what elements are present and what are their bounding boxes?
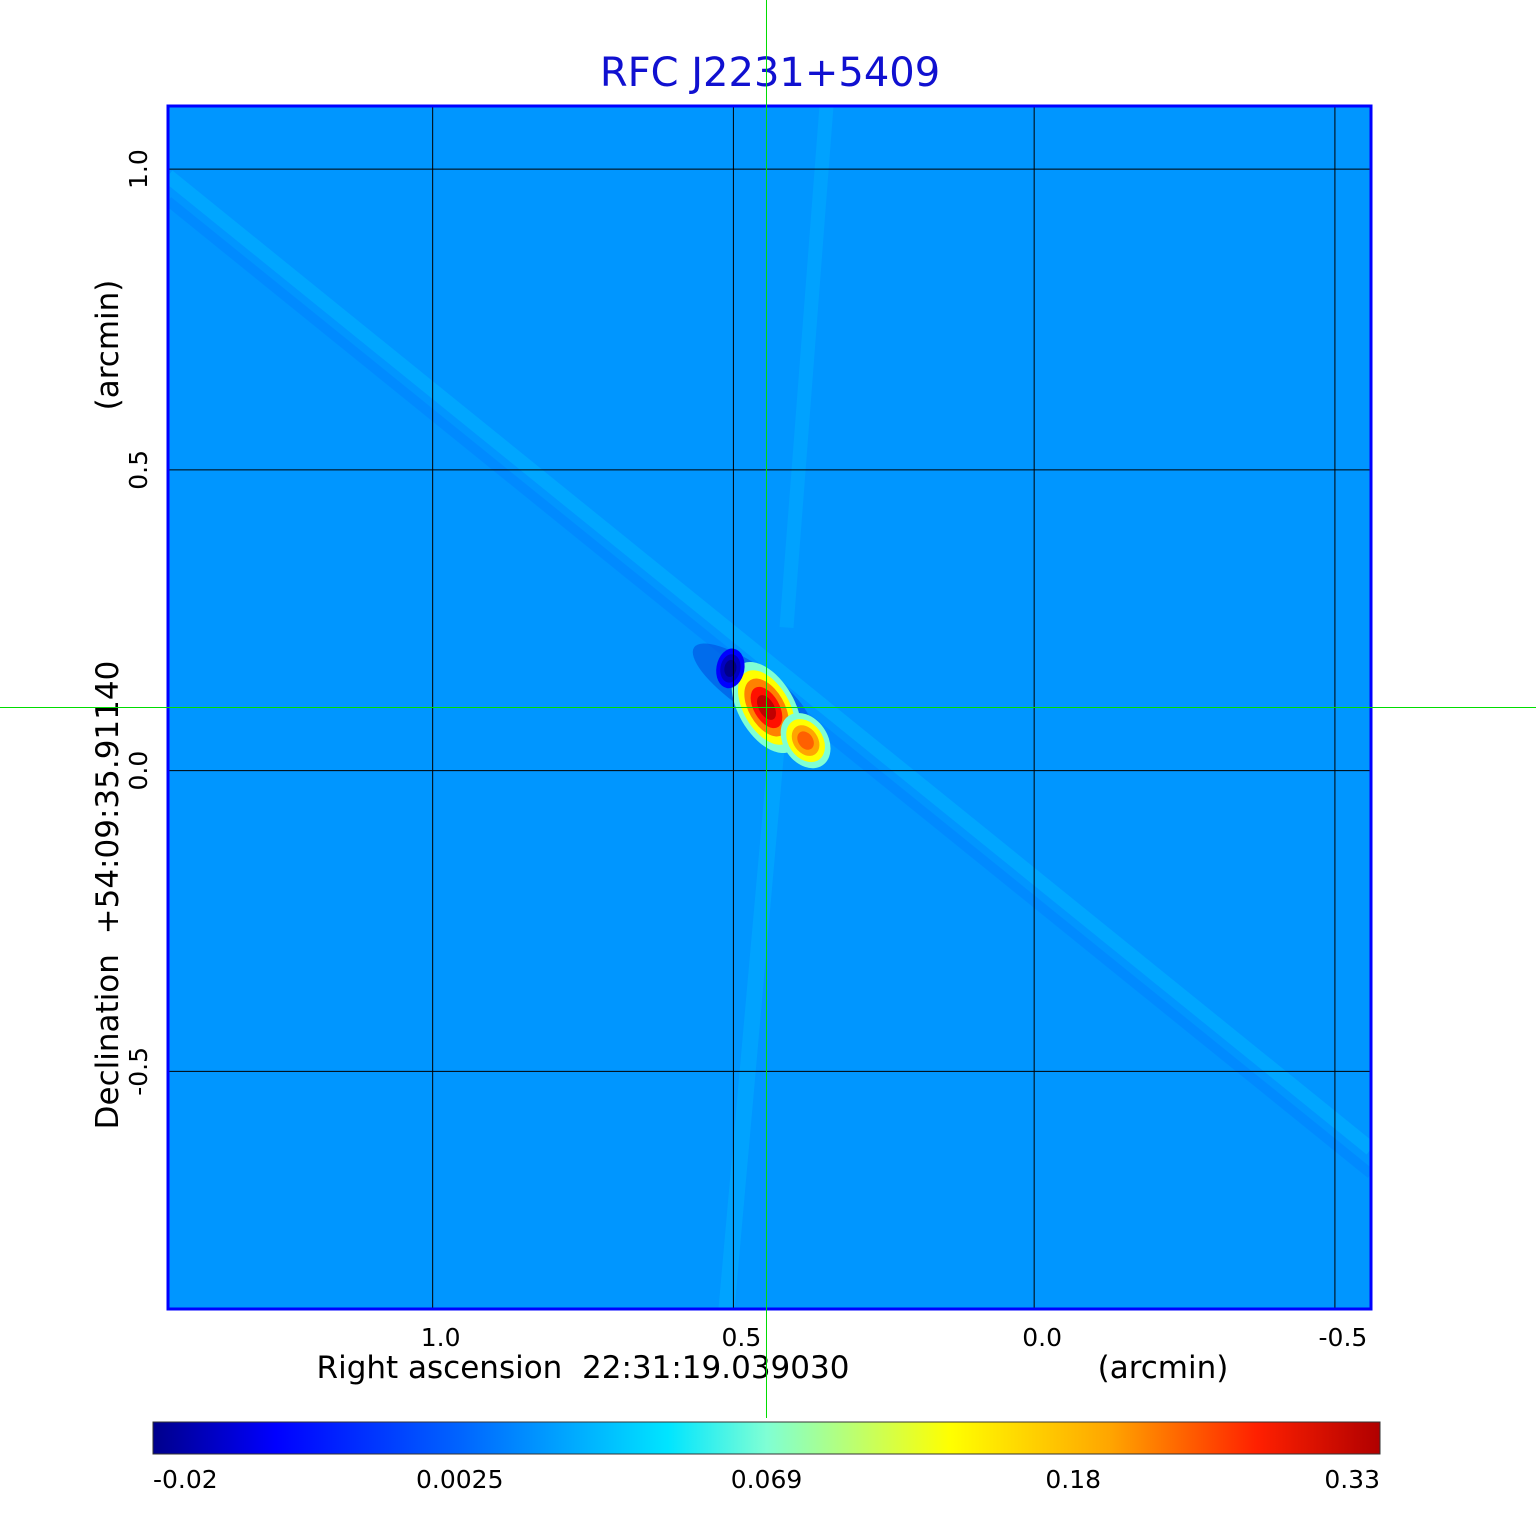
x-tick-label: -0.5 [1319,1323,1368,1352]
y-tick-label: 0.5 [124,450,153,490]
sidelobe-streak [779,106,834,629]
y-axis-label: Declination +54:09:35.91140 [90,661,126,1130]
colorbar-tick-labels: -0.02 0.0025 0.069 0.18 0.33 [153,1465,1380,1494]
sidelobe-streak [168,170,1371,1155]
component-layer [797,731,814,750]
x-tick-label: 0.0 [1022,1323,1062,1352]
colorbar-tick-label: 0.18 [1045,1465,1101,1494]
x-tick-label: 0.5 [722,1323,762,1352]
colorbar-tick-label: 0.33 [1324,1465,1380,1494]
y-tick-labels: 1.0 0.5 0.0 -0.5 [124,149,153,1096]
x-axis-unit: (arcmin) [1098,1350,1229,1386]
colorbar-tick-label: -0.02 [153,1465,218,1494]
colorbar [152,1421,1381,1455]
chart-title: RFC J2231+5409 [600,50,940,96]
y-tick-label: 0.0 [124,751,153,791]
x-axis-label: Right ascension 22:31:19.039030 [317,1350,850,1386]
x-tick-labels: 1.0 0.5 0.0 -0.5 [421,1323,1368,1352]
colorbar-tick-label: 0.069 [731,1465,803,1494]
source-component [716,648,745,689]
y-tick-label: 1.0 [124,149,153,189]
source-component [780,712,831,769]
y-axis-unit: (arcmin) [90,280,126,411]
sidelobe-streak [718,746,785,1309]
y-tick-label: -0.5 [124,1047,153,1096]
crosshair [0,0,1536,1418]
colorbar-tick-label: 0.0025 [416,1465,503,1494]
x-tick-label: 1.0 [421,1323,461,1352]
